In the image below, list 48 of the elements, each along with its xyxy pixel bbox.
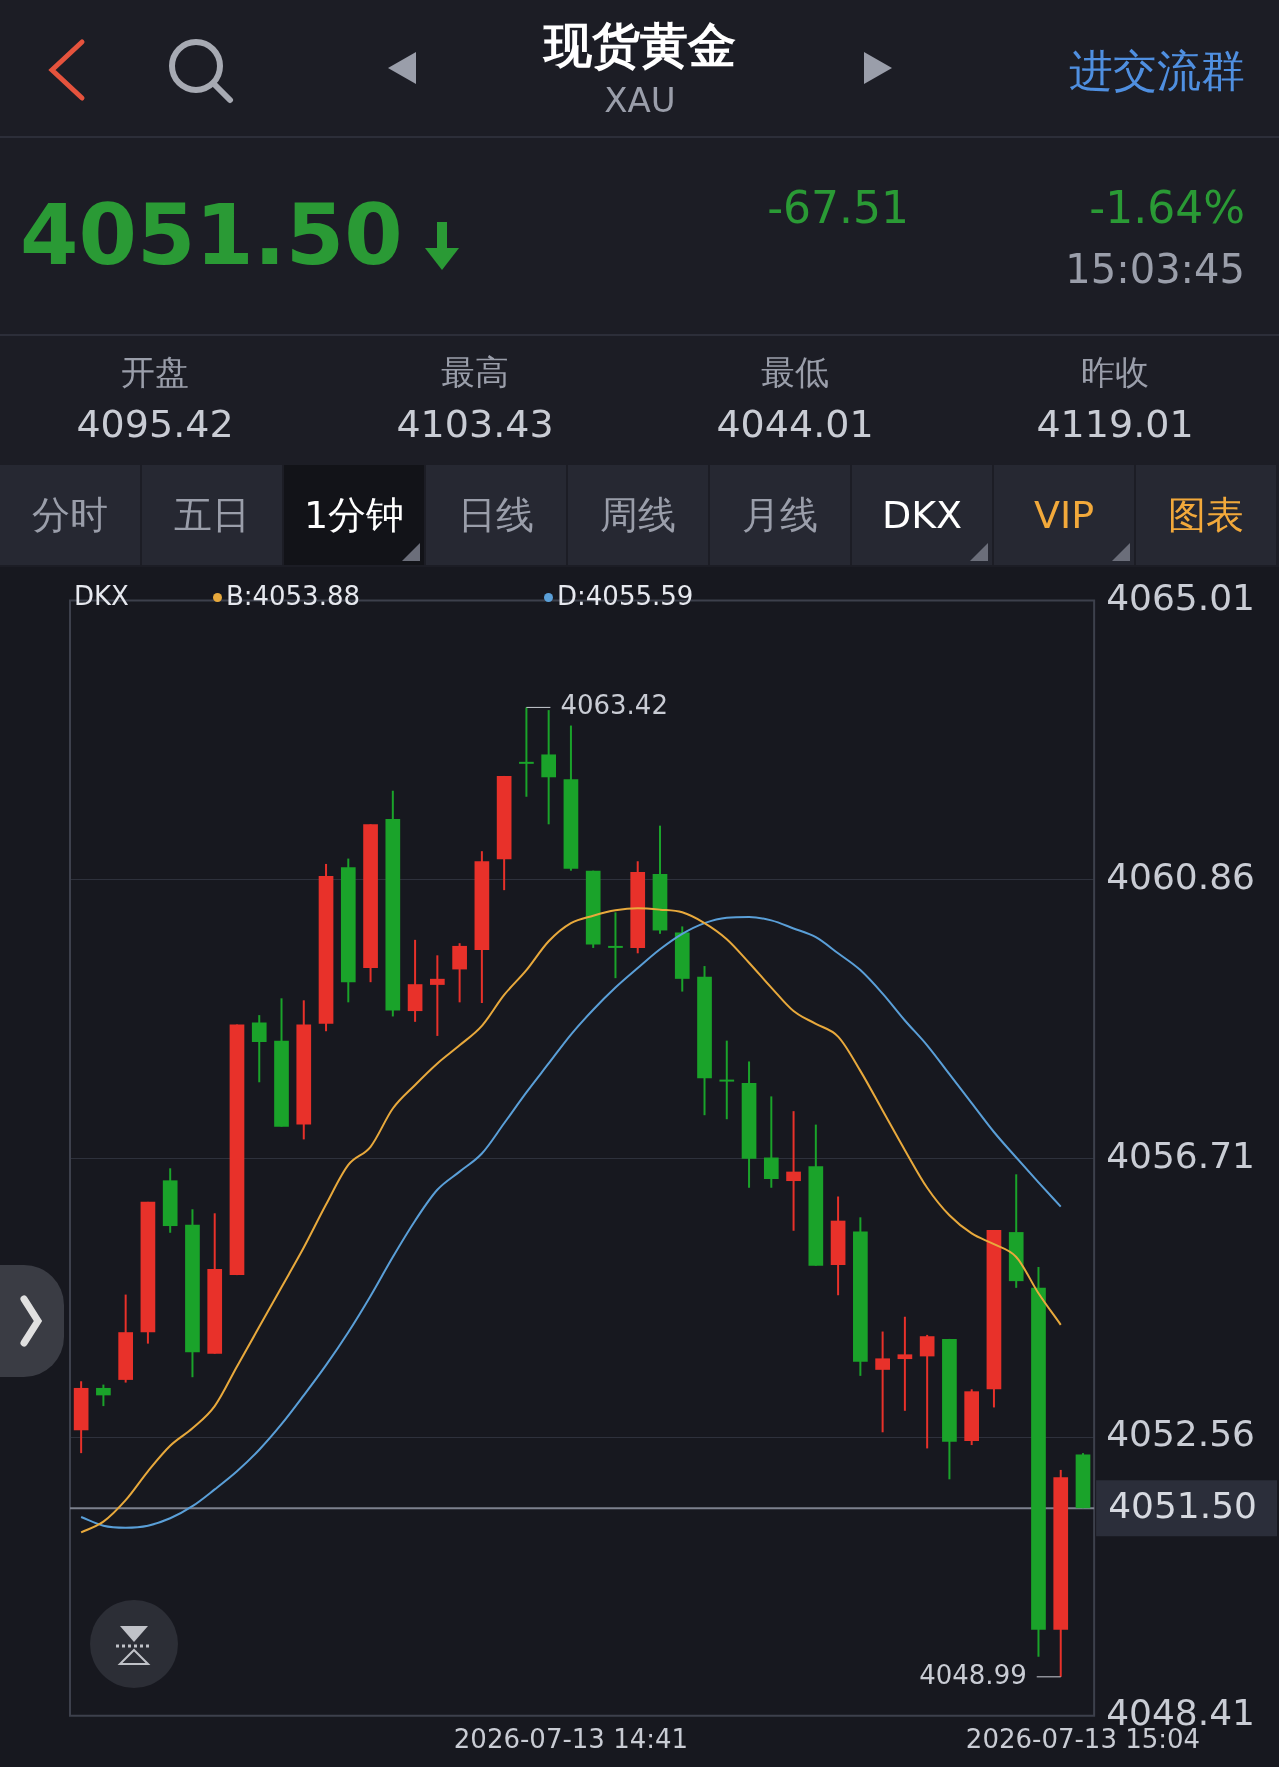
candlestick [608, 911, 623, 980]
text: VIP [994, 465, 1134, 565]
text: 15:03:45 [1065, 246, 1245, 292]
text: DKX [852, 465, 992, 565]
annotation: 4063.42 [560, 690, 668, 721]
candlestick [96, 1383, 111, 1408]
text: 4051.50 [20, 186, 403, 284]
text: 开盘 [120, 351, 190, 394]
candlestick [897, 1315, 913, 1412]
text: 4103.43 [395, 402, 555, 446]
text: 4044.01 [715, 402, 875, 446]
candlestick [519, 706, 534, 798]
text: 昨收 [1080, 351, 1150, 394]
ref-line-label: 4051.50 [1108, 1484, 1258, 1526]
y-tick-label: 4065.01 [1106, 576, 1256, 618]
candlestick [452, 942, 467, 1004]
text: 图表 [1136, 465, 1276, 565]
text: 现货黄金 [542, 16, 737, 75]
y-tick-label: 4060.86 [1106, 855, 1256, 897]
candlestick [251, 1014, 267, 1084]
text: 最低 [760, 351, 830, 394]
candlestick [786, 1110, 801, 1232]
legend-title: DKX [74, 581, 129, 611]
text: 4095.42 [75, 402, 235, 446]
text: 日线 [426, 465, 566, 565]
candlestick [719, 1039, 735, 1121]
candlestick [919, 1333, 935, 1450]
text: -1.64% [1089, 182, 1245, 233]
candlestick [763, 1095, 779, 1189]
text: 进交流群 [1069, 44, 1245, 98]
text: 最高 [440, 351, 510, 394]
text: 分时 [0, 465, 140, 565]
text: 周线 [568, 465, 708, 565]
text: 月线 [710, 465, 850, 565]
legend-label: D:4055.59 [556, 581, 694, 611]
y-tick-label: 4052.56 [1106, 1413, 1256, 1455]
text: 1分钟 [284, 465, 424, 565]
legend-label: B:4053.88 [224, 581, 361, 611]
text: 五日 [142, 465, 282, 565]
text: XAU [603, 80, 677, 120]
annotation: 4048.99 [919, 1659, 1027, 1690]
x-tick-label: 2026-07-13 14:41 [453, 1724, 689, 1755]
candlestick [541, 709, 557, 826]
candlestick [875, 1330, 890, 1434]
text: 4119.01 [1035, 402, 1195, 446]
text: -67.51 [767, 182, 909, 233]
candlestick [430, 954, 445, 1037]
y-tick-label: 4056.71 [1106, 1134, 1256, 1176]
